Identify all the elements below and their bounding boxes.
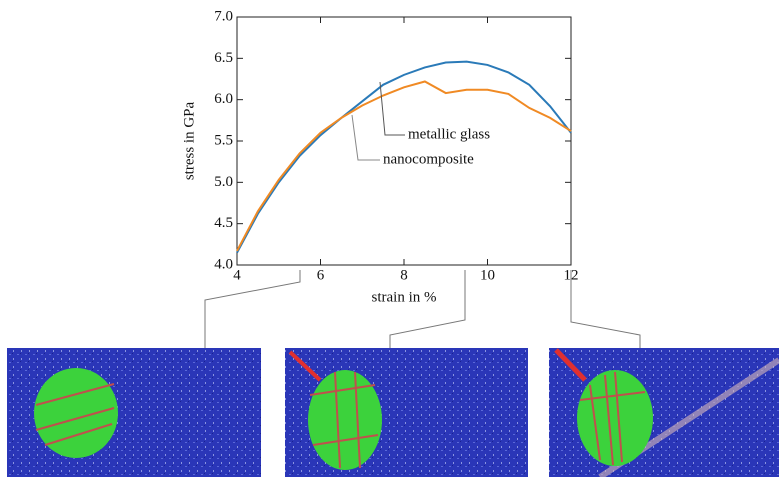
connectors [204,270,641,348]
x-tick-label: 4 [233,267,241,283]
series-line [236,80,572,252]
x-tick-label: 8 [400,267,408,283]
y-axis-label: stress in GPa [181,101,197,180]
x-axis-label: strain in % [372,289,437,305]
shear-band [554,348,587,382]
y-tick-label: 7.0 [214,8,233,24]
shear-band [288,350,322,382]
panel-2 [285,348,528,477]
shear-bands [35,383,115,446]
shear-bands [579,371,646,466]
shear-bands [309,371,379,469]
y-tick-label: 5.5 [214,132,233,148]
y-tick-label: 4.0 [214,256,233,272]
panel-1 [7,348,261,477]
x-tick-label: 6 [317,267,325,283]
panel-3 [549,348,779,480]
x-tick-label: 12 [564,267,579,283]
leader-line [379,81,405,136]
plot-frame [236,16,572,266]
y-tick-label: 5.0 [214,174,233,190]
x-tick-label: 10 [480,267,495,283]
leader-line [351,114,380,161]
series-annotation: nanocomposite [383,151,474,167]
series-annotation: metallic glass [408,126,490,142]
y-tick-label: 4.5 [214,215,233,231]
y-tick-label: 6.0 [214,91,233,107]
particle [34,368,118,458]
particle [308,370,382,470]
series-line [236,60,572,254]
y-tick-label: 6.5 [214,50,233,66]
